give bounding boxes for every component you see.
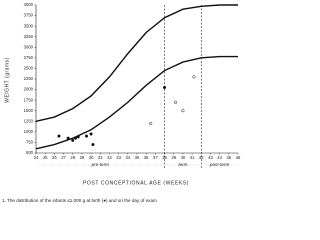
y-tick-label: 500 xyxy=(26,150,34,155)
x-tick-label: 33 xyxy=(116,155,121,160)
x-tick-label: 36 xyxy=(144,155,149,160)
x-tick-label: 42 xyxy=(199,155,204,160)
x-tick-label: 25 xyxy=(43,155,48,160)
infant-point xyxy=(192,75,196,79)
region-label: pre-term xyxy=(91,162,110,167)
x-tick-label: 40 xyxy=(181,155,186,160)
y-axis-title: WEIGHT (grams) xyxy=(4,57,10,103)
x-tick-label: 44 xyxy=(217,155,222,160)
caption: 1. The distribution of the infants ≤1,00… xyxy=(2,198,157,203)
region-label: term xyxy=(178,162,187,167)
infant-point xyxy=(76,135,80,139)
infant-point xyxy=(149,121,153,125)
x-tick-label: 29 xyxy=(80,155,85,160)
y-tick-label: 3500 xyxy=(24,23,34,28)
x-tick-label: 38 xyxy=(162,155,167,160)
infant-point xyxy=(71,138,75,142)
x-tick-label: 46 xyxy=(236,155,241,160)
infant-point xyxy=(181,109,185,113)
x-tick-label: 35 xyxy=(135,155,140,160)
x-tick-label: 39 xyxy=(171,155,176,160)
x-tick-label: 32 xyxy=(107,155,112,160)
x-axis-title: POST CONCEPTIONAL AGE (WEEKS) xyxy=(83,180,189,186)
x-tick-label: 26 xyxy=(52,155,57,160)
y-tick-label: 3250 xyxy=(24,34,34,39)
y-tick-label: 1750 xyxy=(24,97,34,102)
x-tick-label: 34 xyxy=(125,155,130,160)
x-tick-label: 31 xyxy=(98,155,103,160)
x-tick-label: 27 xyxy=(61,155,66,160)
region-label: post-term xyxy=(209,162,230,167)
y-tick-label: 1000 xyxy=(24,129,34,134)
y-tick-label: 4000 xyxy=(24,2,34,7)
y-tick-label: 2750 xyxy=(24,55,34,60)
y-tick-label: 3750 xyxy=(24,13,34,18)
y-tick-label: 2500 xyxy=(24,66,34,71)
y-tick-label: 2000 xyxy=(24,87,34,92)
x-tick-label: 37 xyxy=(153,155,158,160)
y-tick-label: 1500 xyxy=(24,108,34,113)
infant-point xyxy=(89,132,93,136)
infant-point xyxy=(73,136,78,140)
x-tick-label: 45 xyxy=(226,155,231,160)
infant-point xyxy=(174,100,178,104)
percentile-curve xyxy=(35,4,238,122)
infant-point xyxy=(66,136,70,140)
percentile-curve xyxy=(35,55,238,150)
x-tick-label: 43 xyxy=(208,155,213,160)
infant-point xyxy=(84,134,89,138)
y-tick-label: 1250 xyxy=(24,118,34,123)
chart: WEIGHT (grams) POST CONCEPTIONAL AGE (WE… xyxy=(2,2,241,203)
y-tick-label: 3000 xyxy=(24,44,34,49)
infant-point xyxy=(91,142,95,147)
infant-point xyxy=(162,85,167,90)
x-tick-label: 28 xyxy=(70,155,75,160)
infant-point xyxy=(57,134,61,138)
x-tick-label: 30 xyxy=(89,155,94,160)
x-tick-label: 24 xyxy=(34,155,39,160)
y-tick-label: 2250 xyxy=(24,76,34,81)
y-tick-label: 750 xyxy=(26,140,34,145)
x-tick-label: 41 xyxy=(190,155,195,160)
